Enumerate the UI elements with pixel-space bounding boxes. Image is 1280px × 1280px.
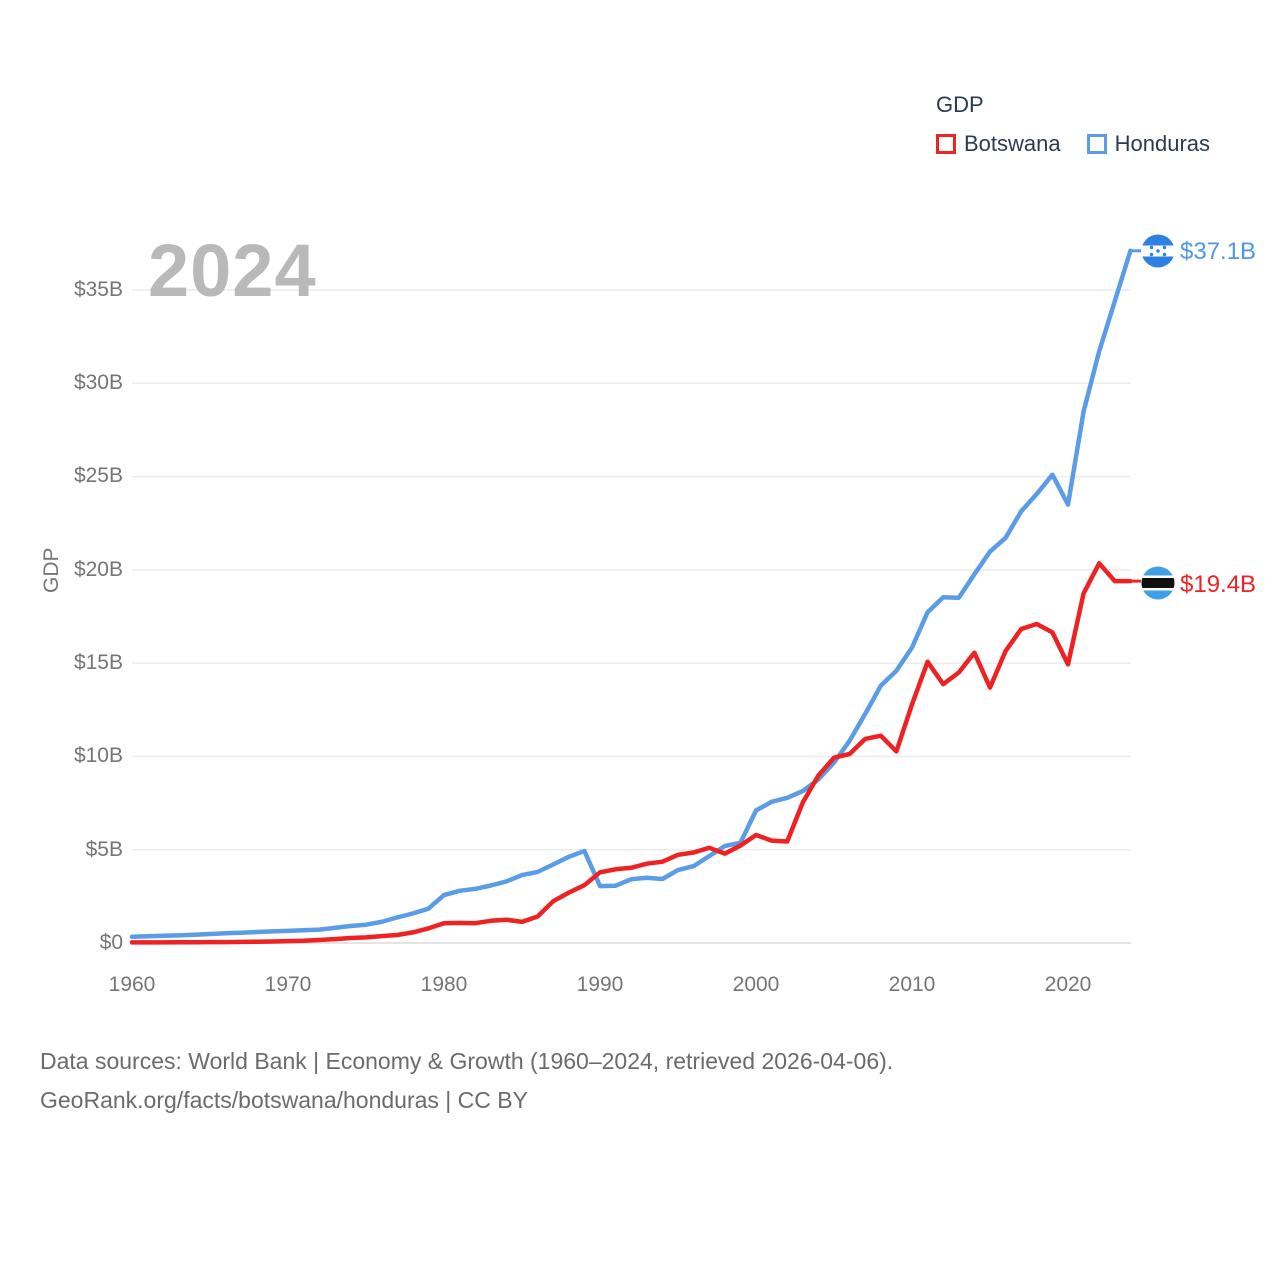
legend-label-botswana: Botswana bbox=[964, 131, 1061, 156]
gridlines bbox=[132, 289, 1131, 944]
x-tick-1960: 1960 bbox=[108, 973, 156, 996]
legend-item-botswana[interactable]: Botswana bbox=[936, 131, 1061, 157]
y-tick-10b: $10B bbox=[73, 744, 123, 767]
legend: GDP Botswana Honduras bbox=[936, 92, 1256, 157]
data-sources-line: Data sources: World Bank | Economy & Gro… bbox=[40, 1048, 894, 1074]
botswana-line bbox=[129, 561, 1133, 945]
y-tick-35b: $35B bbox=[73, 278, 123, 301]
year-watermark: 2024 bbox=[148, 229, 317, 312]
x-tick-1980: 1980 bbox=[420, 973, 468, 996]
y-tick-20b: $20B bbox=[73, 558, 123, 581]
botswana-flag-icon bbox=[1141, 566, 1175, 600]
legend-label-honduras: Honduras bbox=[1114, 131, 1211, 156]
legend-item-honduras[interactable]: Honduras bbox=[1086, 131, 1211, 157]
honduras-line bbox=[129, 248, 1133, 939]
attribution-line: GeoRank.org/facts/botswana/honduras | CC… bbox=[40, 1087, 528, 1113]
x-tick-2000: 2000 bbox=[732, 973, 780, 996]
legend-title: GDP bbox=[936, 92, 984, 117]
y-tick-30b: $30B bbox=[73, 371, 123, 394]
honduras-swatch-icon bbox=[1086, 134, 1107, 154]
y-tick-25b: $25B bbox=[73, 464, 123, 487]
y-tick-0: $0 bbox=[99, 931, 123, 954]
honduras-end-value: $37.1B bbox=[1180, 238, 1257, 265]
x-tick-2010: 2010 bbox=[888, 973, 936, 996]
botswana-swatch-icon bbox=[936, 134, 956, 154]
y-tick-15b: $15B bbox=[73, 651, 123, 674]
honduras-flag-icon bbox=[1141, 234, 1175, 268]
x-tick-2020: 2020 bbox=[1044, 973, 1092, 996]
botswana-end-value: $19.4B bbox=[1180, 571, 1257, 598]
x-tick-1970: 1970 bbox=[264, 973, 312, 996]
x-tick-1990: 1990 bbox=[576, 973, 624, 996]
y-tick-5b: $5B bbox=[85, 838, 123, 861]
